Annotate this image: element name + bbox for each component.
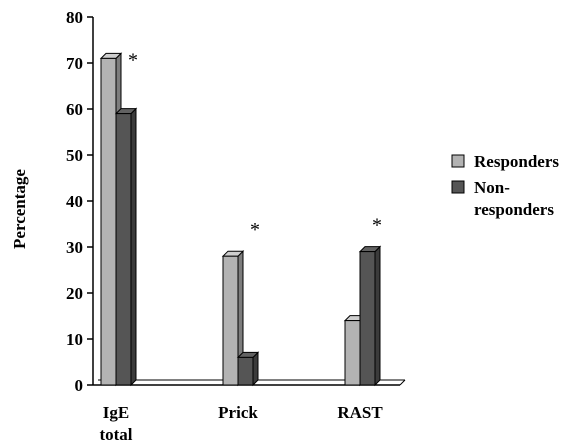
legend-label: responders — [474, 200, 554, 219]
y-tick-label: 40 — [66, 192, 83, 211]
y-tick-label: 50 — [66, 146, 83, 165]
legend-label: Responders — [474, 152, 559, 171]
x-tick-label: Prick — [218, 403, 258, 422]
chart-labels: 0 10 20 30 40 50 60 70 80 Percentage IgE total * Pric… — [10, 8, 383, 444]
y-axis-title: Percentage — [10, 169, 29, 249]
y-tick-label: 80 — [66, 8, 83, 27]
significance-asterisk: * — [128, 49, 138, 71]
y-tick-label: 30 — [66, 238, 83, 257]
y-tick-label: 0 — [75, 376, 84, 395]
y-tick-label: 20 — [66, 284, 83, 303]
x-tick-label: RAST — [337, 403, 383, 422]
x-tick-label: IgE — [103, 403, 129, 422]
legend-label: Non- — [474, 178, 510, 197]
chart-bars — [99, 52, 382, 387]
legend-item-responders: Responders — [451, 152, 559, 171]
bar-prick-non-responders — [236, 351, 260, 387]
y-tick-label: 10 — [66, 330, 83, 349]
significance-asterisk: * — [372, 215, 382, 237]
y-tick-label: 60 — [66, 100, 83, 119]
y-tick-label: 70 — [66, 54, 83, 73]
legend-swatch — [451, 180, 465, 194]
legend-swatch — [451, 154, 465, 168]
x-tick-label: total — [99, 425, 132, 444]
bar-ige-total-non-responders — [114, 107, 138, 387]
significance-asterisk: * — [250, 219, 260, 241]
chart-legend: Responders Non-responders — [451, 152, 559, 219]
legend-item-non-responders: Non-responders — [451, 178, 554, 219]
x-axis-floor-edge — [399, 379, 406, 386]
bar-rast-non-responders — [358, 245, 382, 387]
